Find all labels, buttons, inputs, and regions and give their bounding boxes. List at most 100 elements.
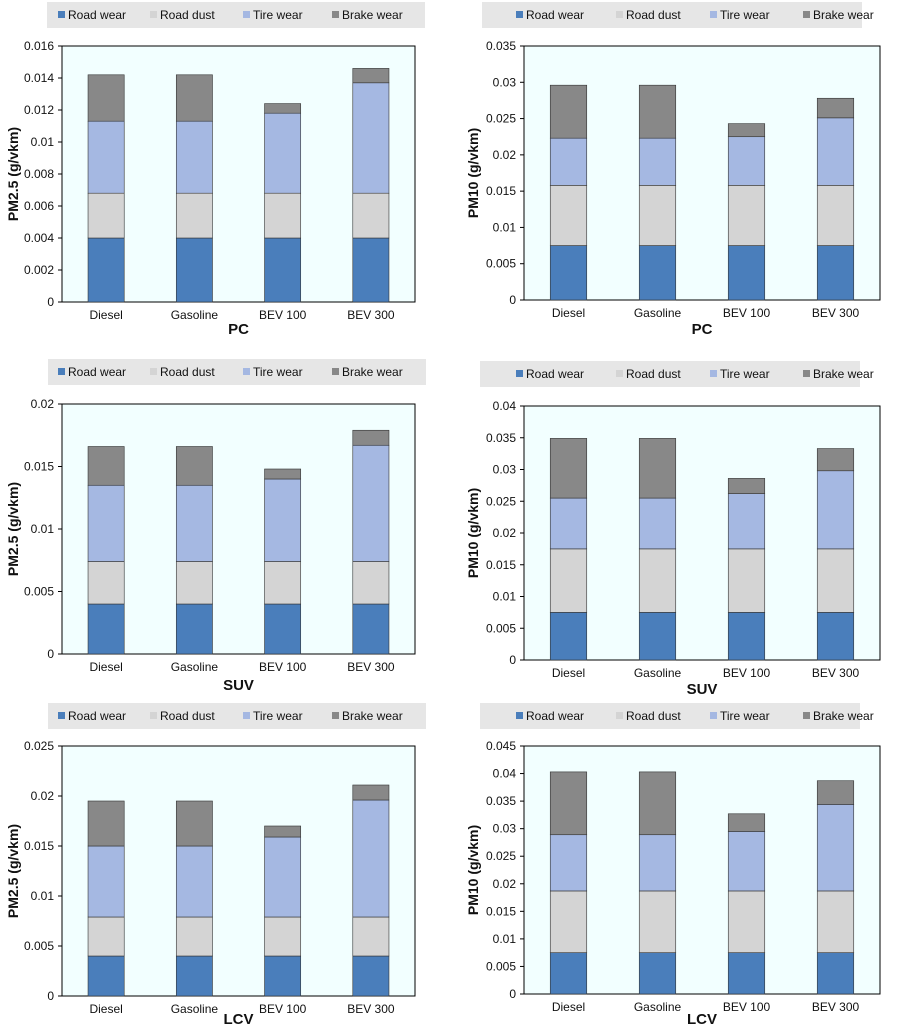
bar-road-wear <box>638 952 677 995</box>
bar-road-dust <box>549 548 588 613</box>
y-tick-label: 0.015 <box>486 184 516 198</box>
y-tick-label: 0.02 <box>31 397 55 411</box>
y-tick-label: 0.005 <box>486 257 516 271</box>
legend-box <box>480 361 860 387</box>
bar-brake-wear <box>352 429 390 446</box>
x-tick-label: Diesel <box>89 660 122 674</box>
bar-road-wear <box>816 245 855 301</box>
legend-label: Road wear <box>68 709 126 723</box>
x-tick-label: Gasoline <box>171 1002 219 1016</box>
legend-label: Tire wear <box>253 8 303 22</box>
bar-brake-wear <box>549 84 588 139</box>
legend-box <box>482 2 862 28</box>
legend-label: Road dust <box>160 365 215 379</box>
bar-road-dust <box>175 561 213 605</box>
x-tick-label: BEV 300 <box>347 660 395 674</box>
legend-label: Tire wear <box>720 709 770 723</box>
bar-tire-wear <box>638 497 677 550</box>
bar-road-dust <box>549 185 588 246</box>
y-tick-label: 0.016 <box>24 39 54 53</box>
bar-road-dust <box>638 185 677 246</box>
bar-brake-wear <box>264 103 302 114</box>
y-tick-label: 0.04 <box>493 399 517 413</box>
x-tick-label: Diesel <box>89 308 122 322</box>
legend-swatch <box>243 712 250 719</box>
bar-tire-wear <box>175 120 213 194</box>
x-tick-label: BEV 300 <box>812 1000 860 1014</box>
y-tick-label: 0.025 <box>24 739 54 753</box>
legend-swatch <box>58 11 65 18</box>
y-tick-label: 0.04 <box>493 767 517 781</box>
bar-road-wear <box>264 237 302 303</box>
legend-swatch <box>803 370 810 377</box>
bar-road-dust <box>352 192 390 239</box>
y-tick-label: 0.008 <box>24 167 54 181</box>
bar-road-dust <box>727 185 766 246</box>
bar-road-wear <box>352 237 390 303</box>
legend-swatch <box>150 368 157 375</box>
bar-brake-wear <box>638 438 677 499</box>
y-tick-label: 0.03 <box>493 822 517 836</box>
bar-tire-wear <box>549 497 588 550</box>
legend-swatch <box>516 11 523 18</box>
bar-road-wear <box>549 612 588 661</box>
legend-swatch <box>332 368 339 375</box>
legend-label: Road dust <box>160 709 215 723</box>
legend-label: Road wear <box>68 365 126 379</box>
legend-swatch <box>710 11 717 18</box>
x-tick-label: Diesel <box>552 1000 585 1014</box>
bar-brake-wear <box>264 468 302 480</box>
bar-brake-wear <box>87 800 125 847</box>
y-tick-label: 0.014 <box>24 71 54 85</box>
bar-tire-wear <box>727 831 766 892</box>
legend-box <box>480 703 860 729</box>
legend-label: Brake wear <box>342 8 403 22</box>
bar-brake-wear <box>816 448 855 472</box>
y-tick-label: 0 <box>509 293 516 307</box>
bar-tire-wear <box>816 117 855 186</box>
bar-road-wear <box>87 237 125 303</box>
bar-road-dust <box>87 916 125 957</box>
y-tick-label: 0.01 <box>493 590 517 604</box>
legend-label: Brake wear <box>813 367 874 381</box>
bar-brake-wear <box>727 123 766 138</box>
bar-brake-wear <box>175 446 213 486</box>
bar-road-wear <box>264 603 302 655</box>
bar-road-dust <box>352 916 390 957</box>
chart-panel-5: Road wear Road dust Tire wear Brake wear 0 0.… <box>5 703 426 1028</box>
bar-tire-wear <box>727 493 766 550</box>
legend-swatch <box>616 11 623 18</box>
y-axis-label: PM2.5 (g/vkm) <box>5 482 21 576</box>
bar-road-wear <box>175 955 213 997</box>
bar-tire-wear <box>816 470 855 550</box>
x-tick-label: BEV 100 <box>723 666 771 680</box>
bar-road-dust <box>264 916 302 957</box>
x-tick-label: Gasoline <box>634 306 682 320</box>
x-tick-label: Gasoline <box>634 666 682 680</box>
bar-road-wear <box>87 603 125 655</box>
legend-swatch <box>710 712 717 719</box>
bar-tire-wear <box>87 120 125 194</box>
y-tick-label: 0.004 <box>24 231 54 245</box>
bar-tire-wear <box>638 137 677 186</box>
chart-panel-4: Road wear Road dust Tire wear Brake wear 0 0.… <box>465 361 881 698</box>
bar-tire-wear <box>638 834 677 892</box>
bar-road-dust <box>816 890 855 953</box>
bar-road-wear <box>175 237 213 303</box>
legend-swatch <box>332 11 339 18</box>
y-tick-label: 0.01 <box>31 889 55 903</box>
bar-tire-wear <box>175 484 213 562</box>
y-tick-label: 0.025 <box>486 849 516 863</box>
bar-tire-wear <box>264 478 302 562</box>
x-tick-label: Diesel <box>552 666 585 680</box>
y-tick-label: 0.01 <box>31 135 55 149</box>
x-axis-title: SUV <box>223 677 254 694</box>
x-tick-label: Diesel <box>89 1002 122 1016</box>
legend-swatch <box>803 712 810 719</box>
y-tick-label: 0.02 <box>493 877 517 891</box>
y-axis-label: PM10 (g/vkm) <box>465 128 481 218</box>
legend-label: Tire wear <box>720 8 770 22</box>
bar-brake-wear <box>816 97 855 119</box>
x-tick-label: BEV 100 <box>259 660 307 674</box>
bar-road-wear <box>175 603 213 655</box>
